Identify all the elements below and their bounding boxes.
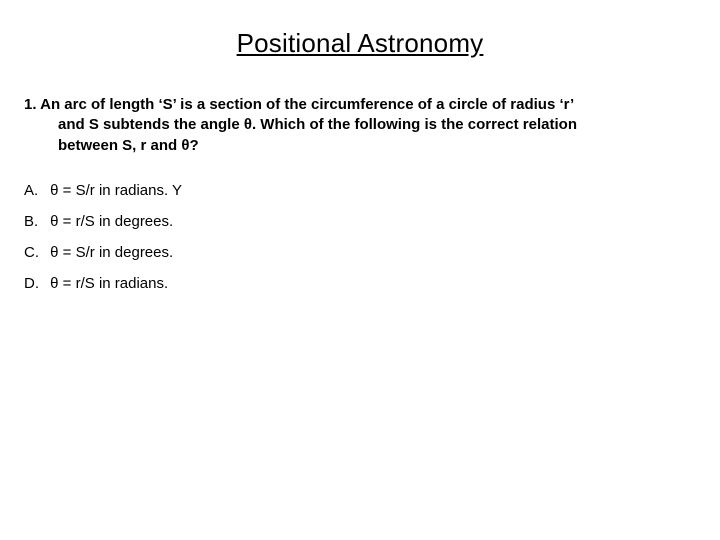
question-number: 1. <box>24 96 37 113</box>
option-label: D. <box>24 275 46 292</box>
option-text: θ = S/r in radians. Y <box>50 182 182 199</box>
option-d: D. θ = r/S in radians. <box>24 275 696 292</box>
question-block: 1. An arc of length ‘S’ is a section of … <box>24 95 696 156</box>
option-text: θ = r/S in degrees. <box>50 213 173 230</box>
option-label: A. <box>24 182 46 199</box>
question-line-1: An arc of length ‘S’ is a section of the… <box>40 96 574 113</box>
option-c: C. θ = S/r in degrees. <box>24 244 696 261</box>
option-label: C. <box>24 244 46 261</box>
option-b: B. θ = r/S in degrees. <box>24 213 696 230</box>
page-title: Positional Astronomy <box>24 28 696 59</box>
slide-page: Positional Astronomy 1. An arc of length… <box>0 0 720 540</box>
options-list: A. θ = S/r in radians. Y B. θ = r/S in d… <box>24 182 696 292</box>
question-line-2: and S subtends the angle θ. Which of the… <box>24 115 696 135</box>
option-a: A. θ = S/r in radians. Y <box>24 182 696 199</box>
option-text: θ = S/r in degrees. <box>50 244 173 261</box>
option-text: θ = r/S in radians. <box>50 275 168 292</box>
question-line-3: between S, r and θ? <box>24 136 696 156</box>
option-label: B. <box>24 213 46 230</box>
